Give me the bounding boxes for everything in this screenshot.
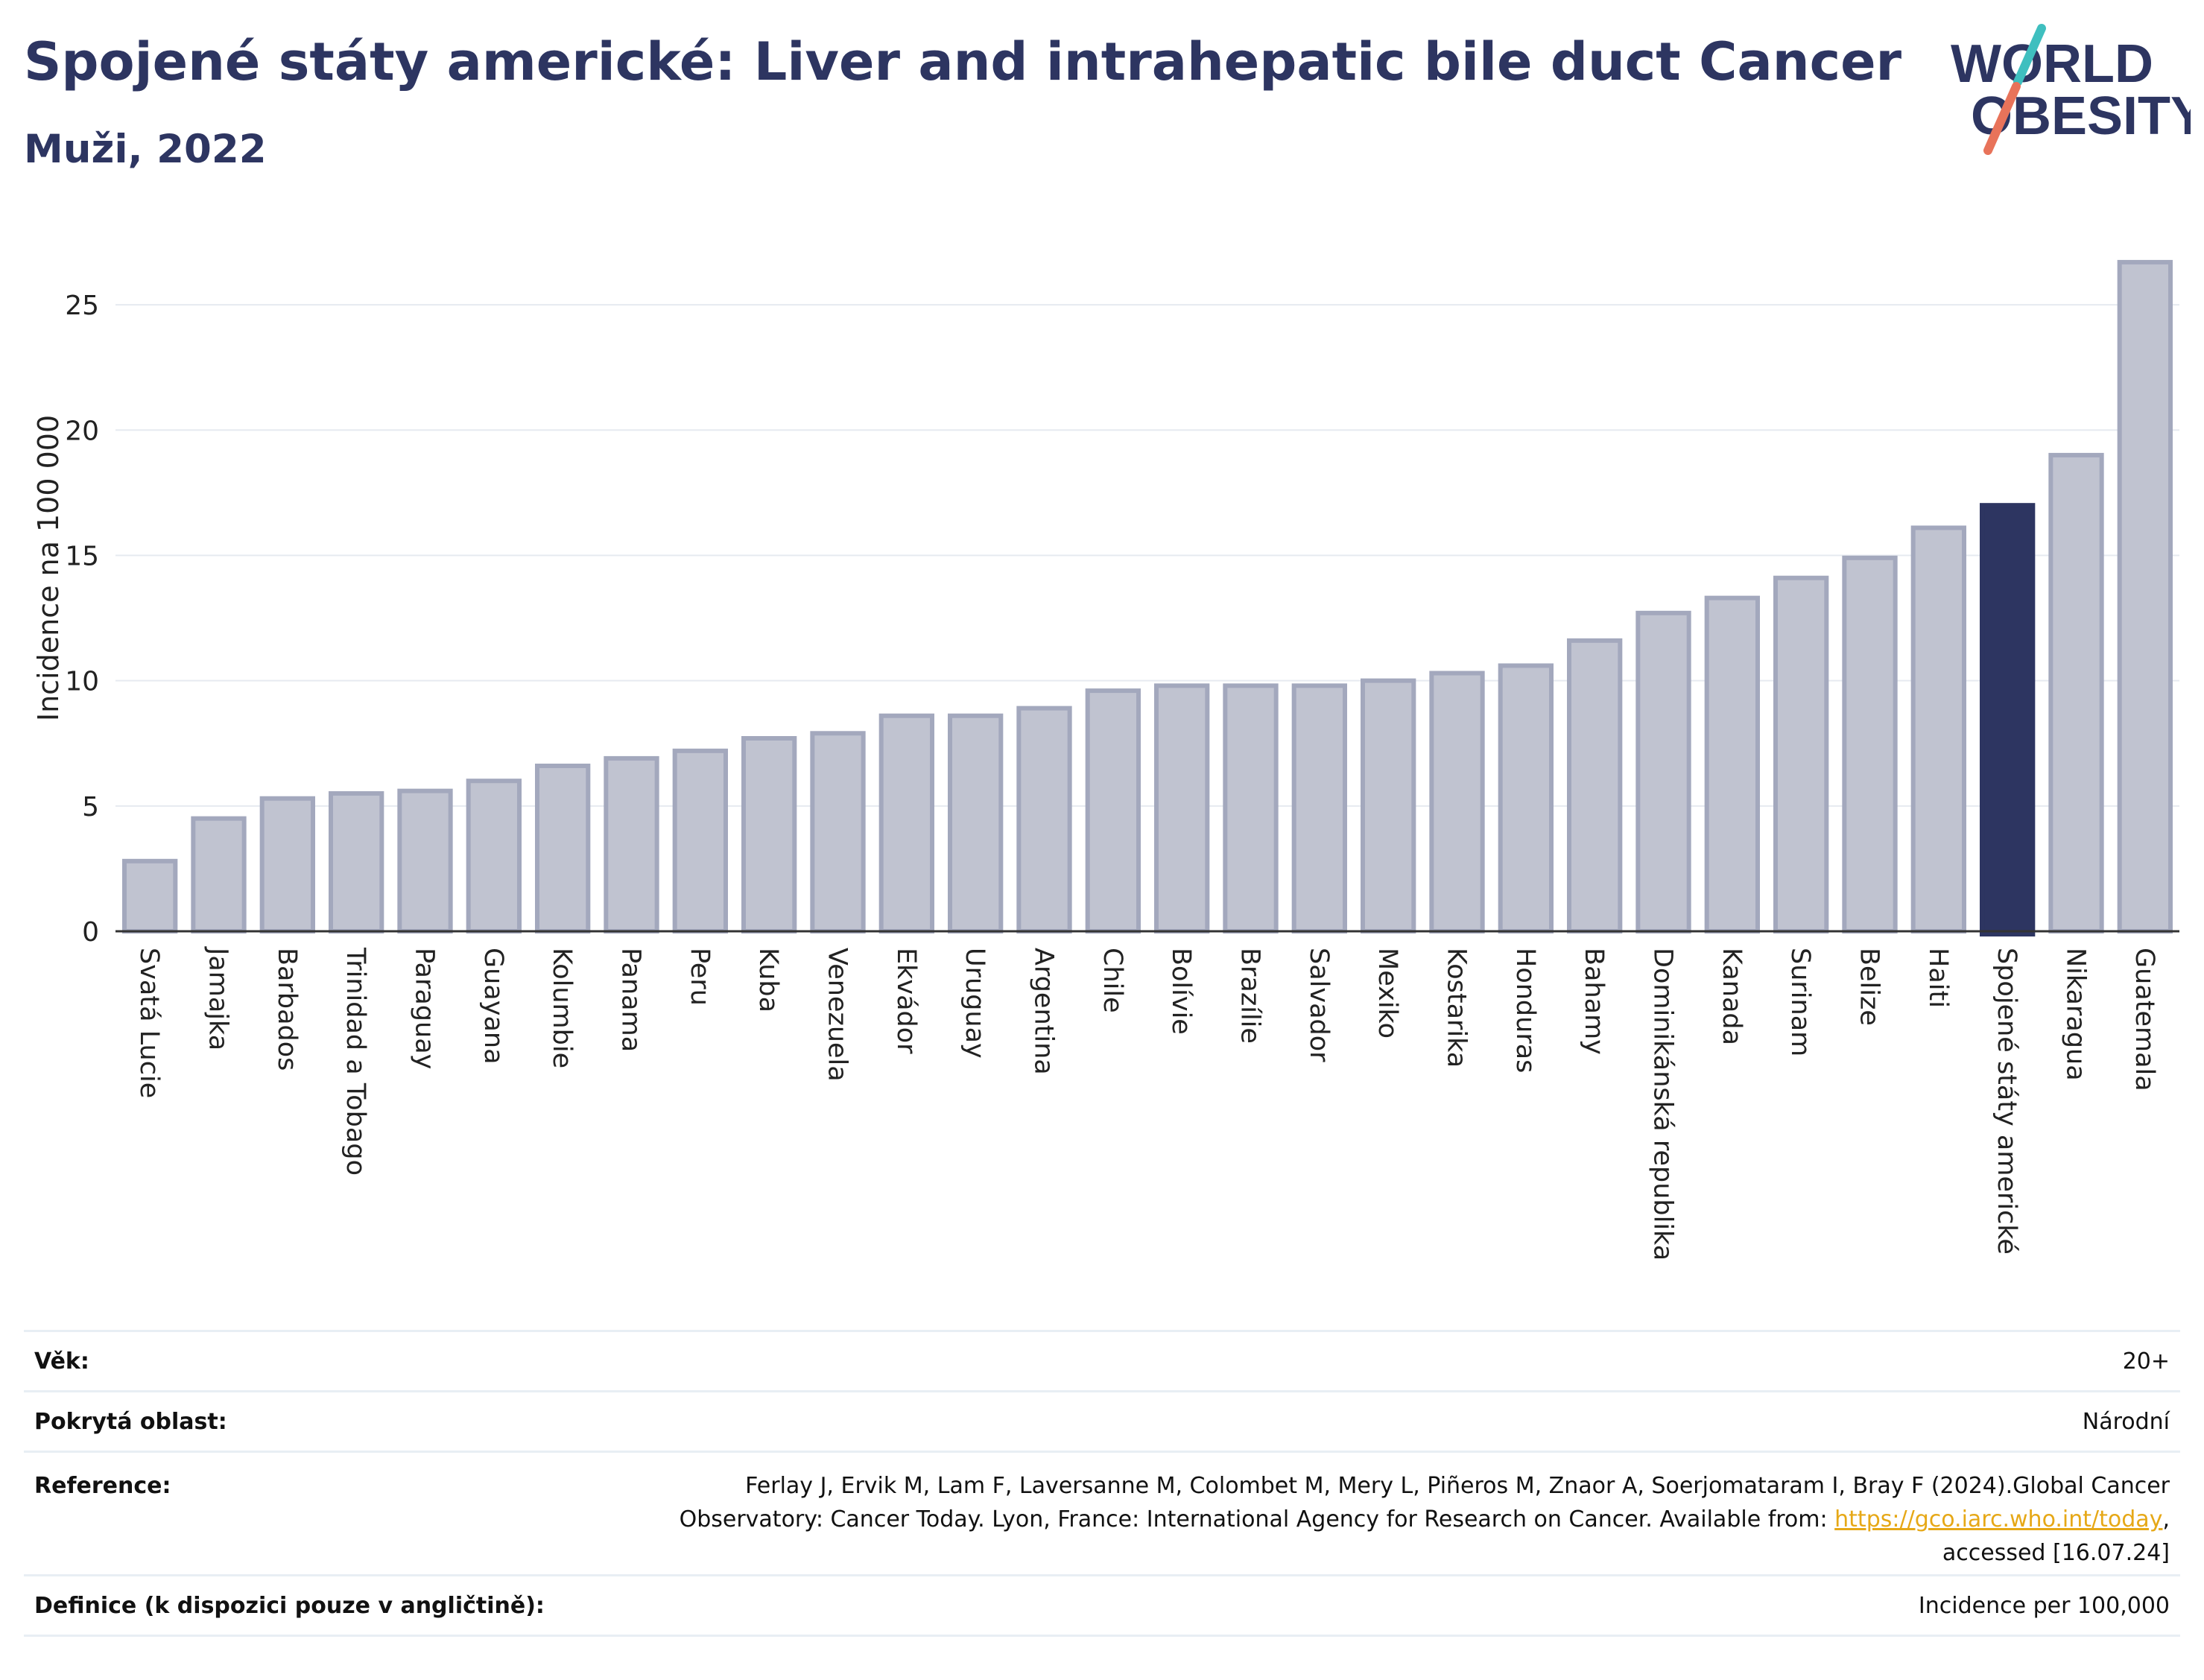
meta-definition-value: Incidence per 100,000 <box>1918 1592 2170 1619</box>
chart-subtitle: Muži, 2022 <box>24 127 267 172</box>
bar-ekvádor <box>878 713 934 934</box>
bar-kostarika <box>1429 671 1485 934</box>
x-tick-label: Venezuela <box>823 948 852 1082</box>
x-tick-label: Peru <box>685 948 715 1006</box>
y-tick-label: 5 <box>82 792 99 822</box>
y-tick-label: 25 <box>65 291 99 321</box>
bar-uruguay <box>948 713 1004 934</box>
bar-kanada <box>1704 595 1760 933</box>
bar-kolumbie <box>535 764 591 933</box>
x-tick-label: Guayana <box>478 948 508 1065</box>
bar-bahamy <box>1567 638 1623 933</box>
bar-surinam <box>1773 575 1829 934</box>
bar-nikaragua <box>2048 452 2104 933</box>
x-tick-label: Paraguay <box>410 948 440 1069</box>
x-tick-label: Kuba <box>753 948 783 1012</box>
logo-slash-coral <box>1983 82 2021 155</box>
x-tick-label: Svatá Lucie <box>134 948 164 1098</box>
reference-link[interactable]: https://gco.iarc.who.int/today <box>1834 1506 2163 1532</box>
bar-kuba <box>741 736 797 933</box>
meta-area-value: Národní <box>2082 1408 2170 1435</box>
x-tick-label: Panama <box>616 948 646 1052</box>
bar-honduras <box>1498 663 1554 933</box>
bar-trinidad-a-tobago <box>329 791 384 933</box>
meta-reference-label: Reference: <box>34 1473 171 1499</box>
bar-brazílie <box>1223 683 1279 933</box>
bar-peru <box>672 748 728 933</box>
x-tick-label: Belize <box>1855 948 1884 1026</box>
x-tick-label: Barbados <box>272 948 302 1071</box>
bar-haiti <box>1910 525 1966 933</box>
bar-guayana <box>466 779 522 933</box>
y-tick-label: 15 <box>65 541 99 571</box>
metadata-table: Věk: 20+ Pokrytá oblast: Národní Referen… <box>24 1330 2180 1637</box>
meta-area-label: Pokrytá oblast: <box>34 1408 227 1435</box>
reference-line-2-text: Observatory: Cancer Today. Lyon, France:… <box>679 1506 1835 1532</box>
bar-spojené-státy-americké <box>1980 503 2036 936</box>
reference-line-1: Ferlay J, Ervik M, Lam F, Laversanne M, … <box>745 1473 2170 1499</box>
bar-belize <box>1842 555 1898 933</box>
x-tick-label: Surinam <box>1785 948 1815 1056</box>
reference-line-3: accessed [16.07.24] <box>1942 1540 2170 1566</box>
bar-argentina <box>1016 706 1072 933</box>
x-tick-label: Nikaragua <box>2061 948 2091 1081</box>
x-axis-labels: Svatá Lucie Jamajka Barbados Trinidad a Tob… <box>134 946 2159 1261</box>
x-tick-label: Salvador <box>1304 948 1334 1062</box>
x-tick-label: Bahamy <box>1579 948 1609 1055</box>
x-tick-label: Mexiko <box>1372 948 1402 1039</box>
bar-barbados <box>259 796 315 934</box>
bar-bolívie <box>1154 683 1210 933</box>
reference-line-2-end: , <box>2162 1506 2170 1532</box>
x-tick-label: Haiti <box>1923 948 1953 1008</box>
meta-row-reference: Reference: Ferlay J, Ervik M, Lam F, Lav… <box>24 1451 2180 1574</box>
bar-chile <box>1085 688 1141 933</box>
x-tick-label: Chile <box>1098 948 1127 1013</box>
bar-venezuela <box>810 731 866 933</box>
meta-definition-label: Definice (k dispozici pouze v angličtině… <box>34 1592 545 1619</box>
bar-paraguay <box>397 788 453 933</box>
y-tick-label: 20 <box>65 416 99 446</box>
x-tick-label: Guatemala <box>2129 948 2159 1091</box>
bar-svatá-lucie <box>122 858 178 934</box>
reference-line-2: Observatory: Cancer Today. Lyon, France:… <box>680 1503 2170 1536</box>
world-obesity-logo: WORLD OBESITY <box>1951 24 2191 155</box>
bar-panama <box>604 755 659 934</box>
meta-age-value: 20+ <box>2122 1348 2170 1375</box>
y-axis-label: Incidence na 100 000 <box>32 415 65 721</box>
x-tick-label: Trinidad a Tobago <box>341 947 370 1176</box>
x-tick-label: Argentina <box>1029 948 1059 1075</box>
logo-slash-teal <box>2013 24 2046 86</box>
x-tick-label: Kolumbie <box>547 948 577 1068</box>
bar-guatemala <box>2117 259 2173 933</box>
meta-row-area: Pokrytá oblast: Národní <box>24 1390 2180 1451</box>
x-tick-label: Kostarika <box>1442 948 1472 1068</box>
bar-salvador <box>1291 683 1347 933</box>
x-tick-label: Dominikánská republika <box>1648 948 1678 1261</box>
x-tick-label: Honduras <box>1510 948 1540 1073</box>
meta-reference-value: Ferlay J, Ervik M, Lam F, Laversanne M, … <box>680 1469 2170 1570</box>
bar-mexiko <box>1361 678 1416 933</box>
bar-chart: 0 5 10 15 20 25 Incidence na 100 000 Svatá Lu… <box>32 259 2179 1261</box>
x-tick-label: Kanada <box>1717 948 1747 1045</box>
logo-line1: WORLD <box>1951 34 2153 94</box>
y-tick-label: 0 <box>82 917 99 948</box>
x-tick-label: Jamajka <box>203 946 233 1050</box>
chart-title: Spojené státy americké: Liver and intrah… <box>24 31 1902 92</box>
meta-row-age: Věk: 20+ <box>24 1330 2180 1390</box>
bar-jamajka <box>191 816 247 933</box>
x-tick-label: Ekvádor <box>891 948 921 1054</box>
x-tick-label: Bolívie <box>1166 948 1196 1035</box>
bars <box>122 259 2173 936</box>
y-axis-ticks: 0 5 10 15 20 25 <box>65 291 99 948</box>
bar-dominikánská-republika <box>1635 610 1691 933</box>
x-tick-label: Brazílie <box>1235 948 1265 1044</box>
meta-age-label: Věk: <box>34 1348 89 1375</box>
x-tick-label: Uruguay <box>960 948 989 1059</box>
y-tick-label: 10 <box>65 667 99 697</box>
x-tick-label: Spojené státy americké <box>1992 948 2021 1255</box>
meta-row-definition: Definice (k dispozici pouze v angličtině… <box>24 1574 2180 1637</box>
